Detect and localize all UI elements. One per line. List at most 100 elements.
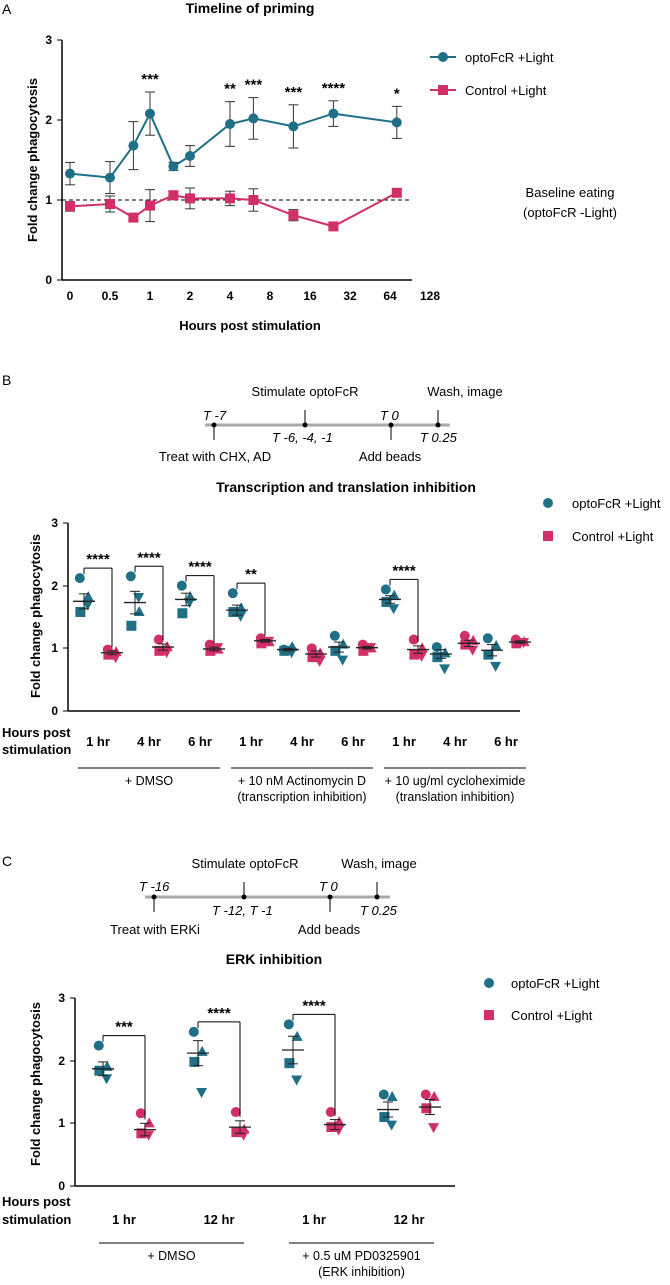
data-point — [428, 1123, 440, 1134]
data-point — [128, 140, 139, 151]
timeline-treat: Treat with ERKi — [110, 922, 200, 937]
data-point — [459, 630, 470, 641]
data-point — [386, 1120, 398, 1131]
legend-marker-optofcr — [543, 498, 553, 508]
panel-c-y-tick-marks — [70, 997, 75, 1187]
panel-c-category-labels: 1 hr 12 hr 1 hr 12 hr + DMSO + 0.5 uM PD03259… — [99, 1212, 434, 1279]
timeline-add-beads: Add beads — [359, 449, 422, 464]
panel-a-label: A — [2, 1, 12, 17]
data-point — [75, 606, 86, 617]
category-label: 1 hr — [86, 734, 110, 749]
category-label: 1 hr — [112, 1212, 136, 1227]
timeline-stim-times: T -6, -4, -1 — [272, 430, 333, 445]
panel-a-y-tick-label: 2 — [45, 113, 52, 127]
panel-c-legend-optofcr: optoFcR +Light — [511, 976, 600, 991]
data-point — [467, 645, 479, 656]
data-point — [325, 1107, 336, 1118]
significance-label: **** — [188, 559, 212, 576]
panel-c-y-axis-title: Fold change phagocytosis — [28, 1002, 43, 1166]
data-point — [185, 151, 195, 161]
baseline-sublabel: (optoFcR -Light) — [523, 205, 617, 220]
data-point — [248, 113, 259, 124]
timeline-treat: Treat with CHX, AD — [159, 449, 271, 464]
data-point — [177, 608, 188, 619]
data-point — [328, 108, 339, 119]
data-point — [428, 1091, 440, 1102]
data-point — [306, 643, 317, 654]
panel-a-y-axis-title: Fold change phagocytosis — [25, 78, 40, 242]
timeline-end: T 0.25 — [420, 430, 458, 445]
data-point — [93, 1040, 104, 1051]
panel-c-label: C — [2, 853, 12, 869]
significance-label: **** — [137, 549, 161, 566]
category-label: 6 hr — [188, 734, 212, 749]
panel-b-y-tick-label: 3 — [51, 516, 58, 530]
data-point — [65, 168, 75, 179]
baseline-label: Baseline eating — [526, 185, 615, 200]
timeline-start: T -7 — [203, 408, 227, 423]
panel-c-legend-control: Control +Light — [511, 1008, 593, 1023]
data-point — [133, 592, 145, 603]
data-point — [337, 638, 349, 649]
data-point — [391, 187, 402, 198]
data-point — [65, 201, 75, 212]
group-label: + DMSO — [147, 1249, 196, 1263]
significance-label: ** — [224, 81, 236, 98]
data-point — [145, 200, 155, 211]
panel-c-legend: optoFcR +Light Control +Light — [484, 976, 600, 1023]
data-point — [225, 193, 235, 204]
data-point — [333, 1116, 345, 1127]
significance-label: ** — [245, 566, 257, 583]
group-label: + 0.5 uM PD0325901 — [302, 1249, 421, 1263]
significance-label: *** — [115, 1019, 133, 1036]
panel-b-legend-optofcr: optoFcR +Light — [572, 496, 661, 511]
panel-a-legend-optofcr: optoFcR +Light — [465, 50, 554, 65]
significance-label: *** — [245, 77, 263, 94]
data-point — [231, 1127, 242, 1138]
data-point — [228, 606, 239, 617]
data-point — [416, 651, 428, 662]
category-label: 4 hr — [137, 734, 161, 749]
data-point — [421, 1103, 432, 1114]
panel-b-category-labels: 1 hr 4 hr 6 hr 1 hr 4 hr 6 hr 1 hr 4 hr 6 hr + DM… — [78, 734, 526, 804]
panel-b-timeline: T -7 T -6, -4, -1 T 0 T 0.25 Stimulate o… — [159, 384, 503, 464]
data-point — [225, 119, 235, 129]
data-point — [145, 108, 155, 119]
timeline-zero: T 0 — [380, 408, 400, 423]
legend-marker-control — [484, 1010, 494, 1020]
timeline-wash: Wash, image — [427, 384, 502, 399]
panel-b-plot-area: **** ******** ** **** — [73, 549, 531, 675]
data-point — [337, 655, 349, 666]
panel-c-y-tick-label: 1 — [58, 1116, 65, 1130]
significance-label: **** — [302, 997, 326, 1014]
legend-marker-optofcr — [484, 978, 494, 988]
group-sublabel: (transcription inhibition) — [237, 790, 366, 804]
data-point — [326, 1122, 337, 1133]
timeline-start: T -16 — [139, 879, 170, 894]
panel-b-y-axis-title: Fold change phagocytosis — [28, 534, 43, 698]
data-point — [128, 212, 139, 223]
panel-a-x-axis-title: Hours post stimulation — [179, 318, 321, 333]
data-point — [94, 1065, 105, 1076]
panel-a-x-tick-label: 0 — [67, 289, 74, 303]
timeline-add-beads: Add beads — [298, 922, 361, 937]
data-point — [288, 210, 299, 221]
data-point — [460, 639, 471, 650]
data-point — [126, 620, 137, 631]
data-point — [82, 600, 94, 611]
legend-marker-control — [543, 531, 553, 541]
panel-b-title: Transcription and translation inhibition — [216, 479, 476, 495]
data-point — [248, 195, 259, 205]
data-point — [196, 1088, 208, 1098]
panel-a: A Timeline of priming Fold change phagoc… — [2, 0, 617, 333]
data-point — [184, 597, 196, 608]
data-point — [490, 661, 502, 672]
category-label: 1 hr — [392, 734, 416, 749]
panel-c: C T -16 T -12, T -1 T 0 T 0.25 Stimulate… — [2, 853, 600, 1279]
group-label: + DMSO — [125, 774, 174, 788]
category-label: 12 hr — [393, 1212, 424, 1227]
data-point — [439, 664, 451, 675]
group-label: + 10 ug/ml cycloheximide — [385, 774, 526, 788]
data-point — [328, 221, 339, 232]
panel-a-x-tick-label: 0.5 — [102, 289, 119, 303]
